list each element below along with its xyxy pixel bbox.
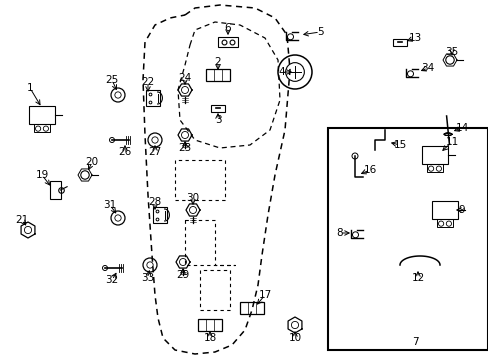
- Text: 31: 31: [103, 200, 116, 210]
- Bar: [29, 106, 55, 124]
- Text: 34: 34: [421, 63, 434, 73]
- Text: 16: 16: [363, 165, 376, 175]
- Text: 11: 11: [445, 137, 458, 147]
- Text: 32: 32: [105, 275, 119, 285]
- Text: 20: 20: [85, 157, 99, 167]
- Bar: [436, 219, 452, 227]
- Text: 9: 9: [458, 205, 465, 215]
- Text: 15: 15: [392, 140, 406, 150]
- Bar: [240, 302, 264, 314]
- Text: 28: 28: [148, 197, 162, 207]
- Text: 30: 30: [186, 193, 199, 203]
- Text: 7: 7: [411, 337, 417, 347]
- Text: 26: 26: [118, 147, 131, 157]
- Text: 27: 27: [148, 147, 162, 157]
- Text: 29: 29: [176, 270, 189, 280]
- Bar: [145, 90, 160, 107]
- Bar: [392, 39, 406, 45]
- Text: 3: 3: [214, 115, 221, 125]
- Bar: [431, 201, 457, 219]
- Text: 2: 2: [214, 57, 221, 67]
- Text: 33: 33: [141, 273, 154, 283]
- Text: 17: 17: [258, 290, 271, 300]
- Text: 21: 21: [15, 215, 29, 225]
- Text: 18: 18: [203, 333, 216, 343]
- Text: 12: 12: [410, 273, 424, 283]
- Bar: [327, 128, 487, 350]
- Text: 1: 1: [27, 83, 33, 93]
- Bar: [205, 69, 229, 81]
- Bar: [198, 319, 222, 331]
- Text: 4: 4: [278, 67, 285, 77]
- Text: 5: 5: [316, 27, 323, 37]
- Text: 22: 22: [141, 77, 154, 87]
- Text: 25: 25: [105, 75, 119, 85]
- Text: 35: 35: [445, 47, 458, 57]
- Bar: [217, 37, 238, 47]
- Text: 6: 6: [224, 23, 231, 33]
- Text: 14: 14: [454, 123, 468, 133]
- Text: 10: 10: [288, 333, 301, 343]
- Bar: [49, 181, 61, 199]
- Text: 23: 23: [178, 143, 191, 153]
- Bar: [421, 146, 447, 164]
- Bar: [34, 124, 50, 132]
- Text: 8: 8: [336, 228, 343, 238]
- Text: 13: 13: [407, 33, 421, 43]
- Text: 19: 19: [35, 170, 48, 180]
- Bar: [152, 207, 167, 224]
- Bar: [427, 164, 442, 172]
- Text: 24: 24: [178, 73, 191, 83]
- Bar: [210, 104, 224, 112]
